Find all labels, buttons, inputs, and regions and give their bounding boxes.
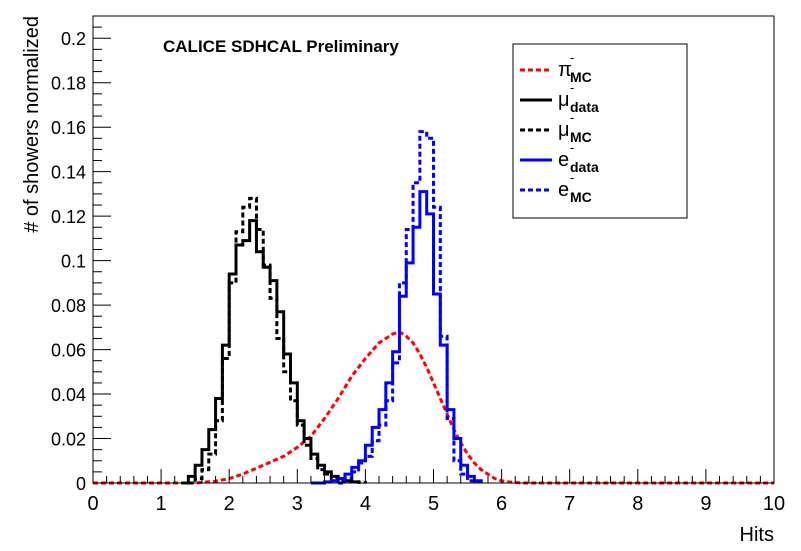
y-tick-label: 0.12 bbox=[51, 207, 86, 227]
y-tick-label: 0.02 bbox=[51, 430, 86, 450]
x-tick-label: 6 bbox=[496, 493, 507, 515]
y-tick-label: 0 bbox=[76, 474, 86, 494]
legend-label-sup: - bbox=[570, 110, 574, 125]
legend-label-sup: - bbox=[570, 50, 574, 65]
y-tick-label: 0.18 bbox=[51, 74, 86, 94]
legend-label-main: e bbox=[558, 179, 569, 201]
legend-label-sub: data bbox=[570, 159, 599, 175]
legend-label-sup: - bbox=[570, 140, 574, 155]
y-tick-label: 0.1 bbox=[61, 252, 86, 272]
x-tick-label: 5 bbox=[428, 493, 439, 515]
legend-label-main: e bbox=[558, 149, 569, 171]
x-tick-label: 4 bbox=[360, 493, 371, 515]
x-tick-label: 8 bbox=[632, 493, 643, 515]
y-tick-label: 0.2 bbox=[61, 29, 86, 49]
legend-label-main: π bbox=[558, 59, 572, 81]
legend-label-sub: MC bbox=[570, 129, 592, 145]
legend-label-main: μ bbox=[558, 89, 570, 111]
x-tick-label: 10 bbox=[763, 493, 785, 515]
x-tick-label: 1 bbox=[156, 493, 167, 515]
legend-label-main: μ bbox=[558, 119, 570, 141]
legend-label-sub: MC bbox=[570, 189, 592, 205]
x-tick-label: 3 bbox=[292, 493, 303, 515]
x-tick-label: 2 bbox=[224, 493, 235, 515]
legend-label-sub: data bbox=[570, 99, 599, 115]
legend-label-sup: - bbox=[570, 80, 574, 95]
y-tick-label: 0.04 bbox=[51, 385, 86, 405]
y-tick-label: 0.08 bbox=[51, 296, 86, 316]
legend-label-sup: - bbox=[570, 170, 574, 185]
series-line-4 bbox=[338, 130, 483, 485]
x-tick-label: 7 bbox=[564, 493, 575, 515]
y-axis-label: # of showers normalized bbox=[21, 16, 43, 233]
x-axis-label: Hits bbox=[740, 524, 774, 546]
x-tick-label: 0 bbox=[87, 493, 98, 515]
legend-label-sub: MC bbox=[570, 69, 592, 85]
series-line-0 bbox=[93, 330, 774, 485]
chart-title: CALICE SDHCAL Preliminary bbox=[163, 37, 399, 56]
ticks-layer: 0 1 2 3 4 5 6 7 8 9 10 0 0.02 0.04 0.06 0.08 0.1 0.12 0.14… bbox=[51, 26, 785, 515]
y-tick-label: 0.16 bbox=[51, 118, 86, 138]
y-tick-label: 0.06 bbox=[51, 341, 86, 361]
legend-box bbox=[512, 43, 688, 219]
y-tick-label: 0.14 bbox=[51, 163, 86, 183]
x-tick-label: 9 bbox=[700, 493, 711, 515]
